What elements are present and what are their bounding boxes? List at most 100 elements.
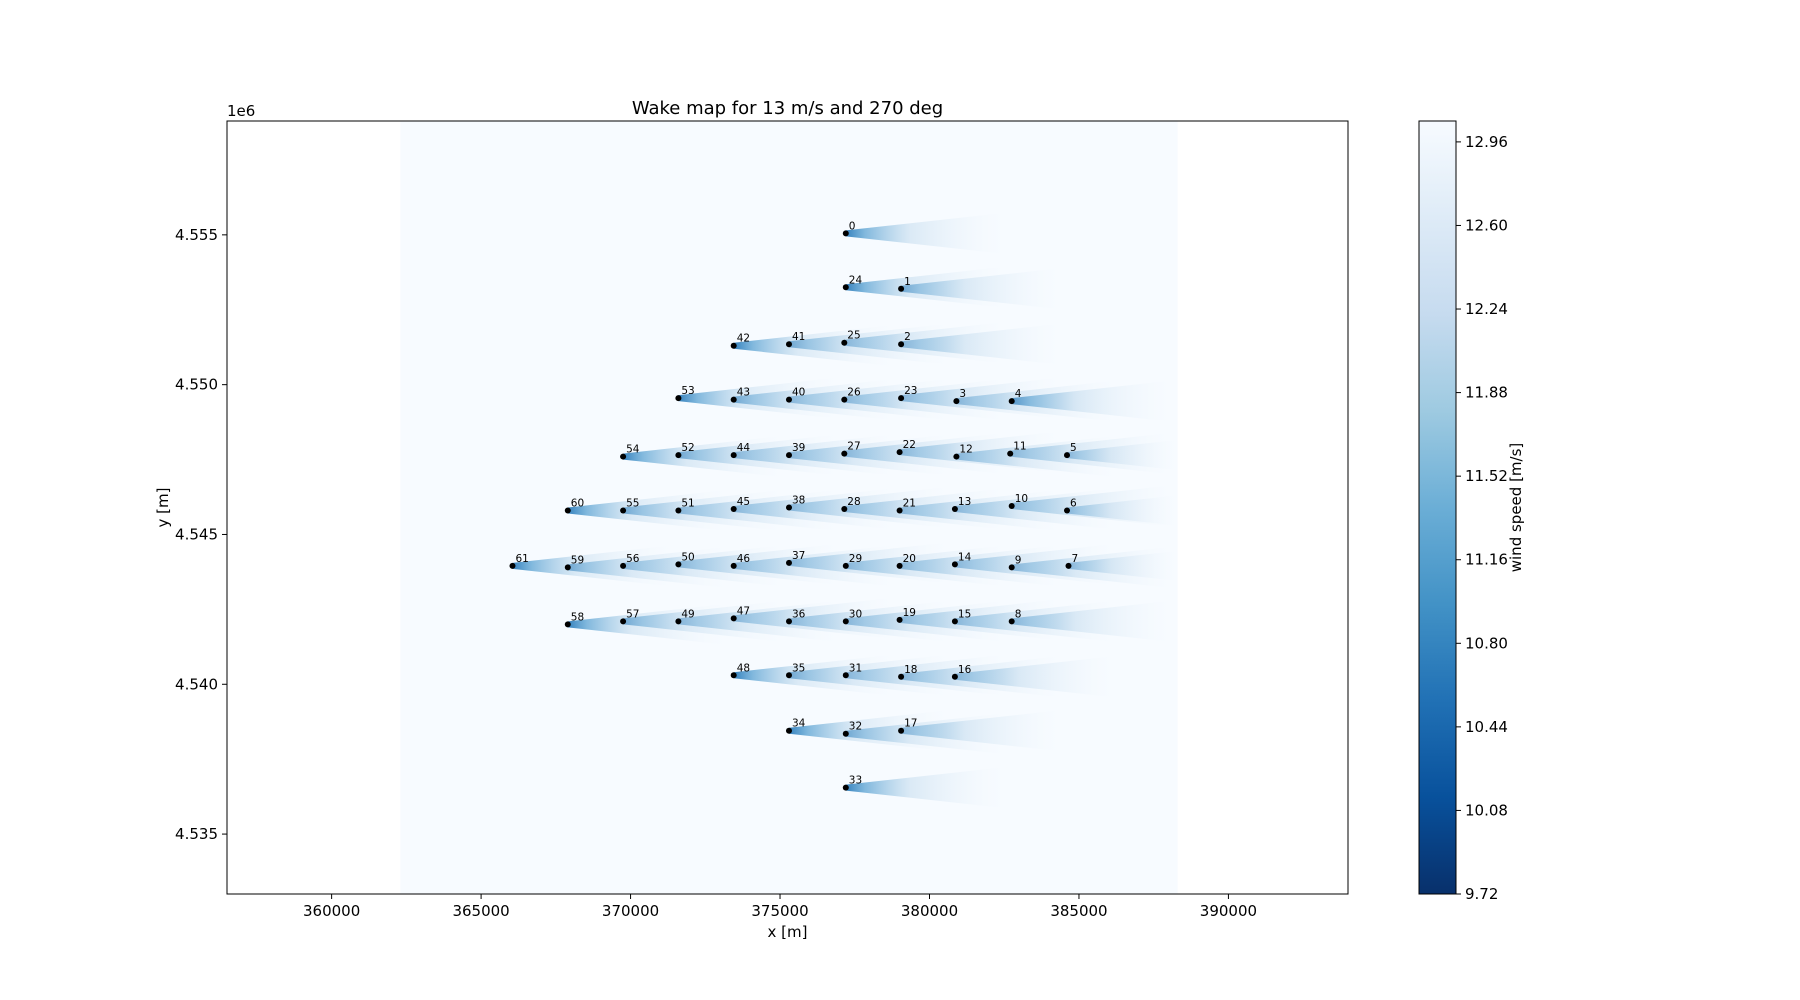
turbine-wake	[1011, 380, 1172, 422]
turbine-marker	[841, 450, 848, 457]
y-axis-offset-label: 1e6	[227, 102, 255, 120]
turbine-marker	[842, 784, 849, 791]
turbine-label: 36	[792, 608, 806, 620]
turbine-marker	[896, 616, 903, 623]
turbine-label: 14	[958, 551, 972, 563]
y-tick-label: 4.535	[175, 825, 218, 843]
colorbar-gradient	[1418, 120, 1457, 895]
turbine-label: 28	[847, 496, 860, 508]
turbine-wake	[567, 603, 728, 645]
turbine-label: 16	[958, 664, 972, 676]
turbine-label: 52	[681, 442, 694, 454]
x-axis-label: x [m]	[768, 923, 808, 941]
turbine-label: 45	[737, 496, 750, 508]
turbine-marker	[620, 453, 627, 460]
turbine-wake	[567, 489, 728, 532]
turbine-label: 22	[903, 439, 916, 451]
turbine-marker	[951, 561, 958, 568]
turbine-marker	[841, 339, 848, 346]
y-tick-label: 4.545	[175, 525, 218, 543]
turbine-label: 8	[1015, 608, 1022, 620]
turbine-wake	[733, 325, 894, 367]
colorbar-tick-label: 11.16	[1465, 551, 1508, 569]
colorbar-label: wind speed [m/s]	[1507, 443, 1525, 573]
turbine-marker	[675, 452, 682, 459]
turbine-label: 7	[1071, 553, 1078, 565]
turbine-label: 41	[792, 331, 805, 343]
y-axis-ticks: 4.535 4.540 4.545 4.550 4.555	[175, 226, 227, 843]
turbine-label: 10	[1015, 493, 1028, 505]
turbine-marker	[898, 673, 905, 680]
turbine-marker	[675, 395, 682, 402]
turbine-label: 4	[1015, 388, 1022, 400]
colorbar-tick-label: 9.72	[1465, 885, 1498, 903]
turbine-label: 0	[849, 220, 856, 232]
turbine-label: 18	[904, 664, 917, 676]
turbine-marker	[564, 621, 571, 628]
turbine-marker	[564, 564, 571, 571]
turbine-marker	[730, 342, 737, 349]
turbine-label: 46	[737, 553, 751, 565]
turbine-wake	[845, 266, 1006, 308]
turbine-marker	[1008, 503, 1015, 510]
turbine-marker	[620, 618, 627, 625]
colorbar: 9.72 10.08 10.44 10.80 11.16 11.52 11.88 12.24 1…	[1418, 120, 1525, 903]
colorbar-ticks: 9.72 10.08 10.44 10.80 11.16 11.52 11.88 12.24 1…	[1456, 133, 1508, 903]
turbine-label: 40	[792, 387, 805, 399]
x-tick-label: 370000	[602, 902, 659, 920]
turbine-marker	[896, 449, 903, 456]
y-tick-label: 4.550	[175, 376, 218, 394]
turbine-marker	[620, 507, 627, 514]
turbine-marker	[951, 618, 958, 625]
turbine-marker	[951, 505, 958, 512]
colorbar-tick-label: 10.80	[1465, 634, 1508, 652]
turbine-label: 25	[847, 330, 860, 342]
turbine-marker	[842, 562, 849, 569]
turbine-marker	[842, 730, 849, 737]
turbine-label: 19	[903, 607, 916, 619]
turbine-wake	[623, 435, 784, 478]
turbine-label: 29	[849, 553, 862, 565]
turbine-label: 54	[626, 444, 640, 456]
turbine-marker	[564, 507, 571, 514]
turbine-wake	[845, 212, 1006, 254]
turbine-marker	[620, 562, 627, 569]
turbine-marker	[841, 396, 848, 403]
y-tick-label: 4.555	[175, 226, 218, 244]
turbine-label: 57	[626, 608, 639, 620]
turbine-label: 48	[737, 662, 750, 674]
turbine-label: 61	[515, 553, 528, 565]
turbine-marker	[730, 672, 737, 679]
turbine-label: 51	[681, 497, 694, 509]
turbine-marker	[730, 615, 737, 622]
colorbar-tick-label: 11.52	[1465, 467, 1508, 485]
turbine-label: 24	[849, 274, 863, 286]
turbine-label: 44	[737, 442, 751, 454]
turbine-label: 37	[792, 550, 805, 562]
turbine-marker	[842, 672, 849, 679]
turbine-marker	[785, 559, 792, 566]
turbine-label: 47	[737, 605, 750, 617]
turbine-label: 9	[1015, 554, 1022, 566]
turbine-marker	[842, 618, 849, 625]
turbine-marker	[730, 396, 737, 403]
x-tick-label: 390000	[1200, 902, 1257, 920]
turbine-label: 30	[849, 608, 862, 620]
turbine-marker	[785, 727, 792, 734]
turbine-marker	[842, 230, 849, 237]
turbine-label: 3	[959, 388, 966, 400]
turbine-marker	[1065, 562, 1072, 569]
colorbar-tick-label: 12.96	[1465, 133, 1508, 151]
turbine-label: 27	[847, 441, 860, 453]
turbine-marker	[1007, 450, 1014, 457]
turbine-wake	[788, 710, 949, 752]
y-tick-label: 4.540	[175, 675, 218, 693]
turbine-label: 42	[737, 333, 750, 345]
turbine-wake	[733, 654, 894, 696]
turbine-marker	[1064, 507, 1071, 514]
turbine-marker	[730, 562, 737, 569]
turbine-marker	[1064, 452, 1071, 459]
turbine-marker	[896, 507, 903, 514]
